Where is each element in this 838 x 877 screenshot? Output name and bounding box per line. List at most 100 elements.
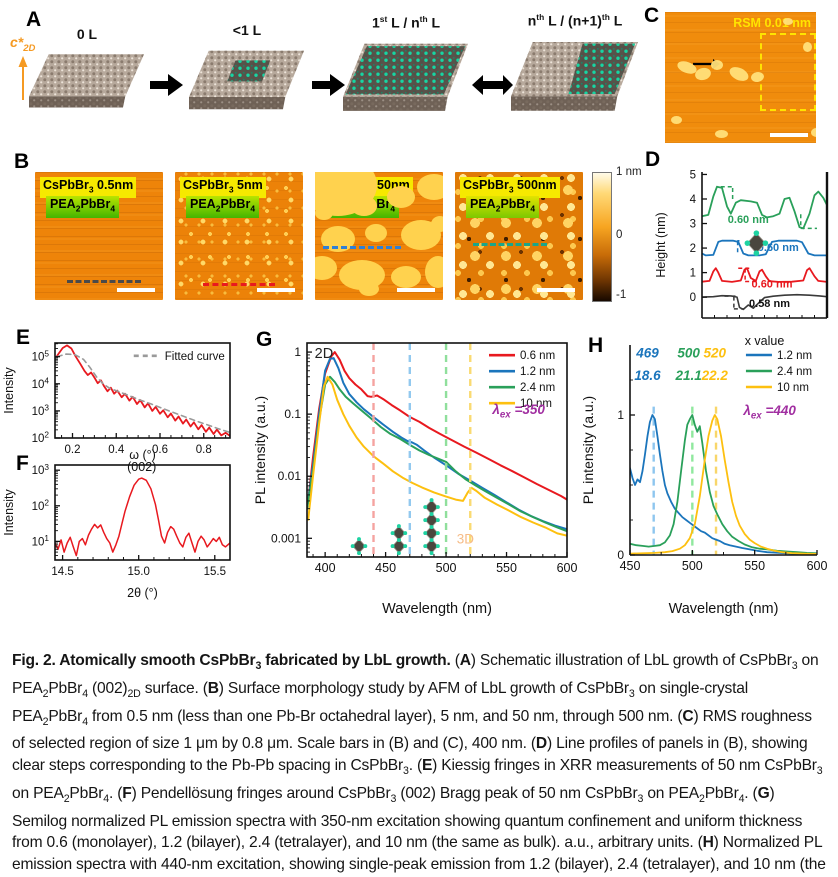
plot-frame (54, 342, 231, 439)
y-tick-label: 1 (690, 268, 696, 280)
film-thickness-label: CsPbBr3 500nm (460, 177, 560, 198)
chart-pl-350nm: 400 450 500 550 600 0.001 0.01 0.1 1 Wavelength (… (252, 342, 577, 617)
legend-label: 1.2 nm (777, 350, 812, 362)
series-50 nm profile (702, 239, 827, 257)
profile-line (323, 246, 401, 249)
series-5 nm profile (702, 267, 827, 283)
chart-pl-440nm: 450 500 550 600 0 1 Wavelength (nm) PL intensit… (580, 345, 827, 617)
x-axis-label: x value (745, 334, 785, 348)
chart-element (396, 551, 401, 556)
island-blob (365, 224, 387, 242)
surface-feature-blob (671, 116, 682, 124)
y-axis-label: Intensity (2, 488, 16, 535)
y-tick-label: 103 (32, 462, 50, 477)
arrow-right-icon (150, 74, 183, 96)
surface-feature-blob (783, 18, 793, 25)
afm-image-rms: RSM 0.01 nm (665, 12, 816, 143)
annotation: 18.6 (634, 368, 661, 383)
x-axis-label: Wavelength (nm) (669, 601, 779, 617)
series-group (56, 344, 230, 437)
chart-line-profiles: 0 1 2 3 4 5 x value Height (nm) 0.60 nm 0.60 nm 0.… (654, 169, 829, 348)
x-tick-label: 550 (496, 561, 517, 575)
scale-bar (117, 287, 155, 292)
y-tick-label: 1 (294, 345, 301, 359)
colorbar-mid-label: 0 (616, 229, 623, 241)
x-axis-label: 2θ (°) (127, 586, 158, 600)
stage-label: 0 L (76, 26, 98, 42)
legend-label: 2.4 nm (520, 382, 555, 394)
annotation: 500 (677, 346, 700, 361)
x-tick-label: 15.5 (204, 566, 226, 578)
scale-bar (770, 132, 808, 137)
afm-image-50nm: CsPbBr3 50nm PEA2PbBr4 (315, 172, 443, 300)
crystal-slab-full-layer (343, 43, 468, 111)
series-0.6 nm (307, 351, 567, 502)
octahedron-icon (423, 524, 440, 543)
y-axis-label: PL intensity (a.u.) (252, 396, 268, 504)
chart-element (435, 505, 440, 510)
legend-label: Fitted curve (165, 351, 225, 363)
chart-element (357, 537, 361, 542)
x-tick-label: 0.4 (108, 444, 125, 456)
y-axis-label: Intensity (2, 366, 16, 413)
crystal-slab-next-layer (511, 42, 638, 111)
profile-line (203, 283, 275, 286)
panel-h-label: H (588, 334, 604, 357)
y-tick-label: 0 (690, 292, 696, 304)
figure-caption: Fig. 2. Atomically smooth CsPbBr3 fabric… (12, 652, 826, 874)
series-group (55, 477, 230, 557)
y-tick-label: 102 (32, 497, 50, 512)
x-tick-label: 550 (744, 559, 765, 573)
legend-label: 0.6 nm (520, 350, 555, 362)
arrow-double-icon (472, 75, 513, 95)
chart-element (363, 544, 368, 549)
chart-element (435, 531, 440, 536)
stage-label: <1 L (232, 22, 262, 38)
octahedron-icon (350, 537, 368, 556)
y-tick-label: 0 (617, 548, 624, 562)
series-10 nm (630, 414, 817, 555)
legend-label: 10 nm (520, 398, 552, 410)
x-tick-label: 0.8 (196, 444, 212, 456)
panel-e-label: E (16, 326, 31, 349)
annotation: 22.2 (701, 368, 729, 383)
afm-image-500nm: CsPbBr3 500nm PEA2PbBr4 (455, 172, 583, 300)
stage-label: 1st L / nth L (371, 14, 441, 31)
series-500 nm profile (702, 185, 827, 230)
octahedron-icon (423, 498, 440, 517)
x-axis-label: Wavelength (nm) (382, 601, 492, 617)
series-10 nm (307, 375, 567, 537)
annotation: λex =440 (742, 403, 796, 421)
island-blob (387, 186, 415, 208)
y-tick-label: 4 (690, 194, 697, 206)
y-axis-label: PL intensity (a.u.) (580, 396, 596, 504)
annotation: 0.60 nm (758, 242, 799, 254)
panel-d-label: D (645, 148, 661, 171)
annotation: 2D (315, 346, 334, 362)
y-tick-label: 1 (617, 408, 624, 422)
annotation: 0.58 nm (749, 298, 790, 310)
series-1.2 nm (630, 414, 817, 555)
octahedron-icon (744, 230, 769, 256)
y-tick-label: 105 (32, 348, 50, 363)
y-tick-label: 0.001 (271, 531, 301, 545)
chart-element (429, 538, 434, 543)
series-XRD around (002) (55, 477, 230, 557)
series-Fitted curve (56, 353, 230, 434)
chart-element (423, 544, 428, 549)
chart-element (357, 551, 361, 556)
island-blob (391, 266, 421, 288)
colorbar-max-label: 1 nm (616, 166, 642, 178)
chart-element (753, 250, 760, 256)
legend-label: 1.2 nm (520, 366, 555, 378)
chart-element (429, 512, 434, 517)
colorbar-min-label: -1 (616, 289, 627, 301)
afm-image-5nm: CsPbBr3 5nm PEA2PbBr4 (175, 172, 303, 300)
chart-element (390, 531, 395, 536)
panel-b-label: B (14, 150, 30, 173)
x-tick-label: 0.2 (65, 444, 81, 456)
chart-element (423, 518, 428, 523)
profile-line (473, 243, 547, 246)
substrate-label: PEA2PbBr4 (46, 196, 120, 218)
chart-element (429, 498, 434, 503)
